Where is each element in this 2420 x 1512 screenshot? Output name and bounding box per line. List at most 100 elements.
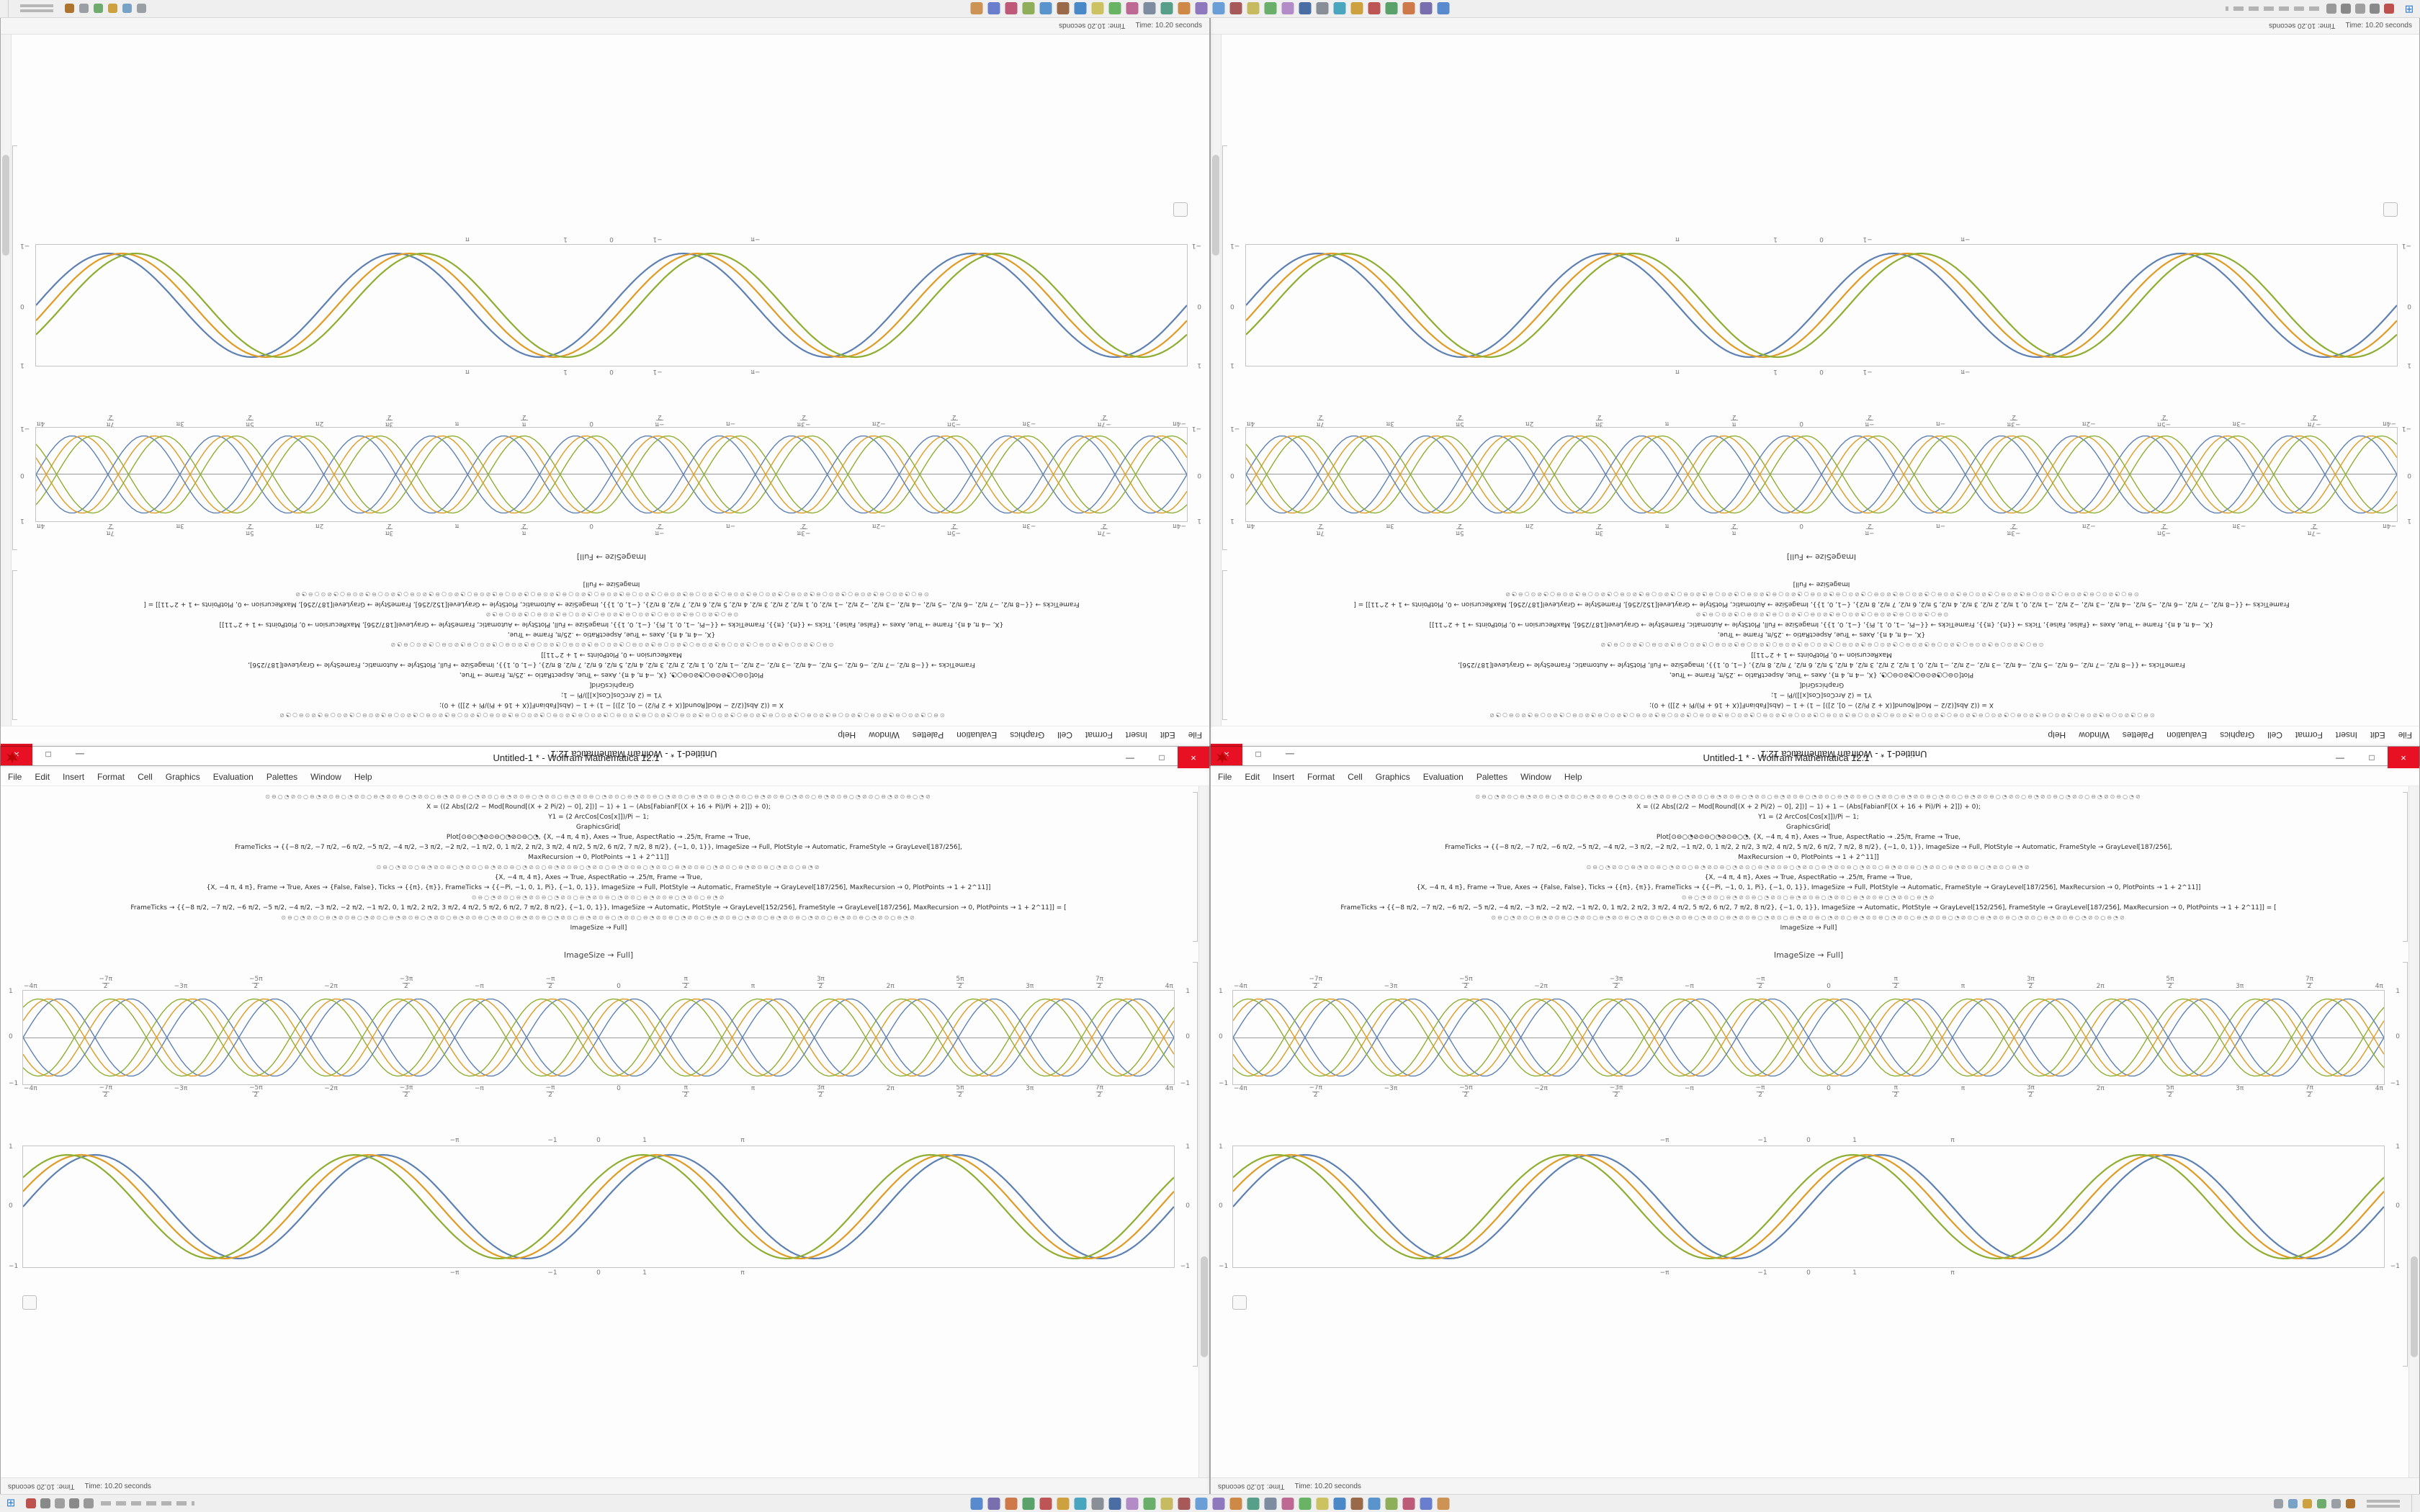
- taskbar-app-icon[interactable]: [1333, 1497, 1346, 1510]
- taskbar-app-icon[interactable]: [1074, 1497, 1087, 1510]
- code-line: GraphicsGrid[: [1785, 824, 1832, 831]
- scroll-thumb[interactable]: [2411, 1256, 2418, 1357]
- titlebar[interactable]: Untitled-1 * - Wolfram Mathematica 12.1 …: [1, 747, 1209, 768]
- maximize-button[interactable]: □: [1159, 752, 1165, 762]
- smooth-plot: −π −1 0 1 π 1 0 −1 1 0 −1 −π −1 0 1 π: [1219, 1131, 2400, 1282]
- taskbar-app-icon[interactable]: [1368, 1497, 1381, 1510]
- vertical-scrollbar[interactable]: [1198, 786, 1209, 1477]
- assistant-plus-button[interactable]: [1232, 1295, 1247, 1310]
- taskbar-app-icon[interactable]: [1212, 1497, 1225, 1510]
- close-button[interactable]: ×: [1178, 747, 1209, 768]
- taskbar-app-icon[interactable]: [1039, 1497, 1052, 1510]
- taskbar-app-icon[interactable]: [1005, 1497, 1018, 1510]
- show-desktop-button[interactable]: [2411, 1495, 2416, 1512]
- taskbar-app-icon[interactable]: [1437, 1497, 1450, 1510]
- taskbar-app-icon[interactable]: [1108, 1497, 1121, 1510]
- code-line: {X, −4 π, 4 π}, Axes → True, AspectRatio…: [1704, 874, 1913, 881]
- y-tick-label: 0: [1219, 1033, 1223, 1040]
- taskbar-app-icon[interactable]: [1420, 1497, 1433, 1510]
- axis-tick-label: −π: [449, 1137, 460, 1144]
- taskbar-app-icon[interactable]: [1160, 1497, 1173, 1510]
- taskbar-system-icon[interactable]: [69, 1498, 79, 1508]
- y-tick-label: −1: [1219, 1080, 1229, 1087]
- taskbar-app-icon[interactable]: [1195, 1497, 1208, 1510]
- cell-bracket[interactable]: [1193, 962, 1198, 1367]
- axis-tick-label: −5π 2: [1458, 976, 1473, 990]
- plot-curve: [23, 1153, 1174, 1260]
- menu-help[interactable]: Help: [1564, 772, 1582, 782]
- axis-tick-label: −π: [1684, 983, 1694, 990]
- tray-icon[interactable]: [2346, 1498, 2355, 1508]
- tray-icon[interactable]: [2274, 1498, 2283, 1508]
- menu-file[interactable]: File: [1218, 772, 1232, 782]
- menu-cell[interactable]: Cell: [138, 772, 153, 782]
- menu-insert[interactable]: Insert: [63, 772, 85, 782]
- y-tick-label: 0: [9, 1202, 13, 1210]
- menu-cell[interactable]: Cell: [1348, 772, 1363, 782]
- start-button[interactable]: ⊞: [6, 1497, 16, 1509]
- menu-edit[interactable]: Edit: [1245, 772, 1260, 782]
- minimize-button[interactable]: —: [2336, 752, 2344, 762]
- taskbar-app-icon[interactable]: [1350, 1497, 1363, 1510]
- menu-insert[interactable]: Insert: [1273, 772, 1295, 782]
- vertical-scrollbar[interactable]: [2408, 786, 2419, 1477]
- axis-tick-label: −5π 2: [1458, 1084, 1473, 1099]
- menu-help[interactable]: Help: [354, 772, 372, 782]
- plot-curve: [1233, 1153, 2384, 1260]
- menu-graphics[interactable]: Graphics: [1375, 772, 1410, 782]
- menu-palettes[interactable]: Palettes: [1476, 772, 1508, 782]
- scroll-thumb[interactable]: [1201, 1256, 1208, 1357]
- taskbar-app-icon[interactable]: [1091, 1497, 1104, 1510]
- titlebar[interactable]: Untitled-1 * - Wolfram Mathematica 12.1 …: [1211, 747, 2419, 768]
- taskbar-system-icon[interactable]: [84, 1498, 94, 1508]
- taskbar-system-icon[interactable]: [40, 1498, 50, 1508]
- menu-format[interactable]: Format: [1307, 772, 1335, 782]
- menu-evaluation[interactable]: Evaluation: [212, 772, 254, 782]
- menu-edit[interactable]: Edit: [35, 772, 50, 782]
- taskbar-app-icon[interactable]: [1143, 1497, 1156, 1510]
- axis-tick-label: −3π: [174, 983, 188, 990]
- menu-evaluation[interactable]: Evaluation: [1422, 772, 1464, 782]
- menu-format[interactable]: Format: [97, 772, 125, 782]
- status-time: Time: 10.20 seconds: [84, 1482, 151, 1490]
- close-button[interactable]: ×: [2388, 747, 2419, 768]
- taskbar-app-icon[interactable]: [1385, 1497, 1398, 1510]
- cell-bracket[interactable]: [2403, 792, 2408, 942]
- taskbar-system-icon[interactable]: [55, 1498, 65, 1508]
- tray-icon[interactable]: [2288, 1498, 2298, 1508]
- taskbar-app-icon[interactable]: [1229, 1497, 1242, 1510]
- taskbar-app-icon[interactable]: [1247, 1497, 1260, 1510]
- axis-tick-label: −7π 2: [99, 976, 112, 990]
- taskbar-app-icon[interactable]: [1178, 1497, 1191, 1510]
- taskbar-app-icon[interactable]: [1281, 1497, 1294, 1510]
- menu-palettes[interactable]: Palettes: [266, 772, 298, 782]
- cell-bracket[interactable]: [2403, 962, 2408, 1367]
- assistant-plus-button[interactable]: [22, 1295, 37, 1310]
- tray-icon[interactable]: [2303, 1498, 2312, 1508]
- menu-graphics[interactable]: Graphics: [165, 772, 200, 782]
- taskbar-app-icon[interactable]: [1402, 1497, 1415, 1510]
- minimize-button[interactable]: —: [1126, 752, 1134, 762]
- maximize-button[interactable]: □: [2369, 752, 2375, 762]
- taskbar-app-icon[interactable]: [1299, 1497, 1312, 1510]
- menu-window[interactable]: Window: [310, 772, 341, 782]
- taskbar-app-icon[interactable]: [1022, 1497, 1035, 1510]
- taskbar-app-icon[interactable]: [970, 1497, 983, 1510]
- cell-bracket[interactable]: [1193, 792, 1198, 942]
- taskbar-app-icon[interactable]: [1126, 1497, 1139, 1510]
- notebook[interactable]: ⊙⊖○◔⊘⊙○⊖◔⊘⊙⊖○◔⊘⊙○⊖◔⊘⊙⊖○◔⊘⊙○⊖◔⊘⊙⊖○◔⊘⊙○⊖◔⊘…: [1, 786, 1209, 1477]
- clock[interactable]: [2367, 1499, 2400, 1508]
- taskbar-app-icon[interactable]: [1057, 1497, 1070, 1510]
- axis-tick-label: −π: [1659, 1269, 1670, 1277]
- taskbar-app-icon[interactable]: [1316, 1497, 1329, 1510]
- notebook[interactable]: ⊙⊖○◔⊘⊙○⊖◔⊘⊙⊖○◔⊘⊙○⊖◔⊘⊙⊖○◔⊘⊙○⊖◔⊘⊙⊖○◔⊘⊙○⊖◔⊘…: [1211, 786, 2419, 1477]
- taskbar-app-icon[interactable]: [987, 1497, 1000, 1510]
- tray-icon[interactable]: [2331, 1498, 2341, 1508]
- tray-icon[interactable]: [2317, 1498, 2326, 1508]
- taskbar-system-icon[interactable]: [26, 1498, 36, 1508]
- menu-window[interactable]: Window: [1520, 772, 1551, 782]
- taskbar-app-icon[interactable]: [1264, 1497, 1277, 1510]
- menu-file[interactable]: File: [8, 772, 22, 782]
- y-tick-label: −1: [9, 1080, 19, 1087]
- y-tick-label: −1: [1180, 1263, 1190, 1270]
